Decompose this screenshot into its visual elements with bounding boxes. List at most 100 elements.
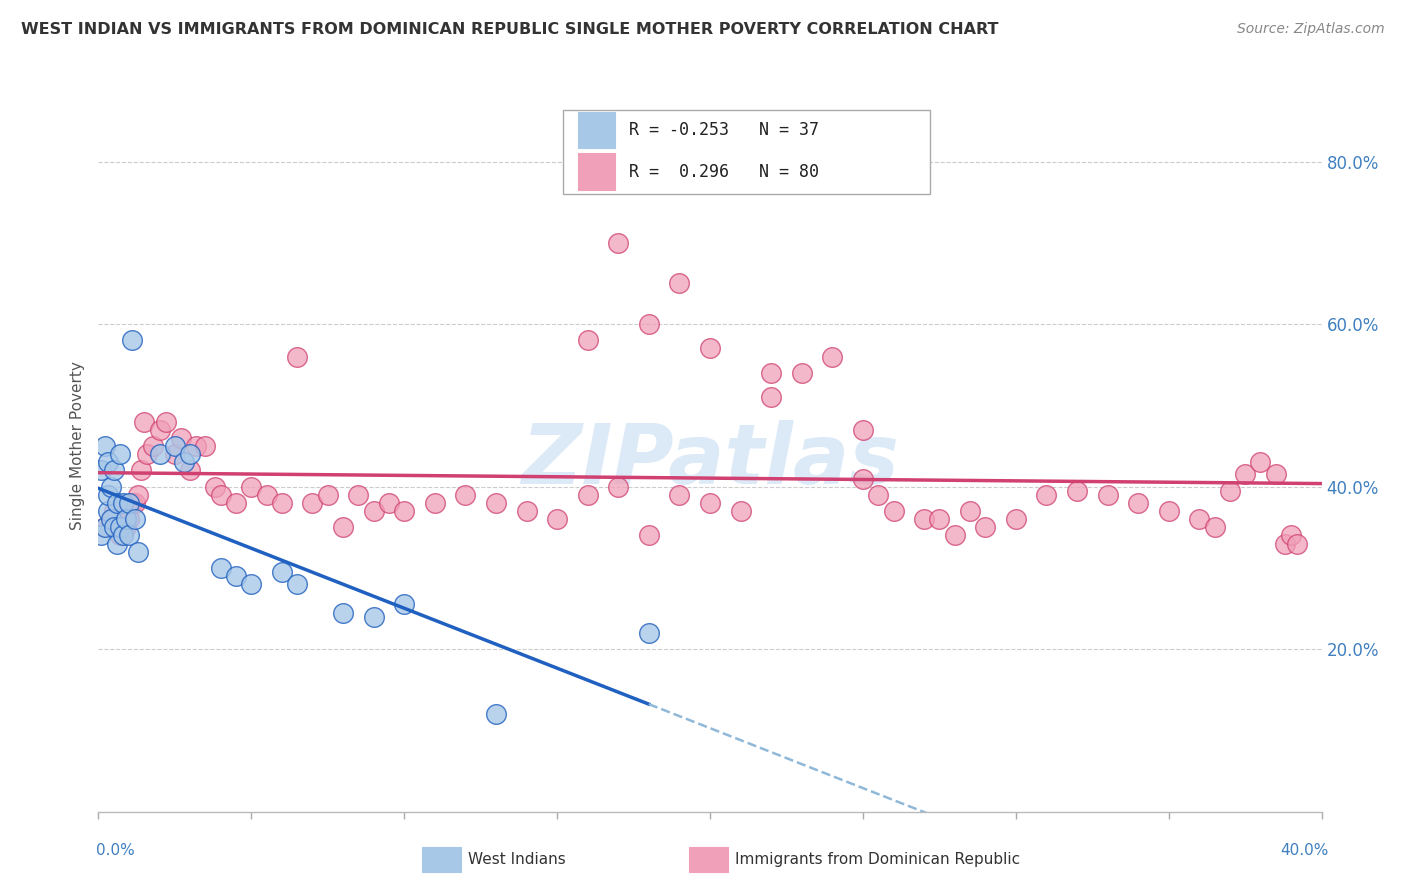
Point (108, 520, 131, 534)
Point (209, 561, 232, 575)
Point (225, 496, 247, 510)
Point (100, 512, 122, 526)
Point (118, 496, 141, 510)
Point (179, 447, 201, 461)
Point (868, 488, 890, 502)
Text: R =  0.296   N = 80: R = 0.296 N = 80 (630, 162, 820, 181)
Point (668, 488, 690, 502)
Point (316, 488, 339, 502)
Point (111, 512, 134, 526)
Point (454, 488, 477, 502)
Text: Immigrants from Dominican Republic: Immigrants from Dominican Republic (735, 853, 1021, 867)
Point (115, 512, 138, 526)
Point (155, 415, 177, 429)
Point (347, 488, 370, 502)
Point (127, 488, 149, 502)
Point (363, 609, 385, 624)
Point (392, 598, 416, 612)
Point (127, 544, 149, 558)
Point (1234, 467, 1257, 482)
Point (105, 536, 128, 550)
Point (179, 463, 201, 477)
Point (118, 512, 141, 526)
Point (270, 496, 292, 510)
Text: ZIPatlas: ZIPatlas (522, 420, 898, 501)
Point (1279, 528, 1302, 542)
Point (170, 431, 193, 445)
Point (93, 439, 115, 453)
Point (1249, 455, 1271, 469)
Point (93, 520, 115, 534)
Point (576, 334, 599, 348)
Point (730, 504, 752, 518)
Point (124, 512, 146, 526)
Point (105, 496, 128, 510)
Point (1204, 520, 1226, 534)
Point (852, 423, 875, 437)
Point (100, 480, 122, 494)
Point (173, 455, 195, 469)
Bar (578, 153, 614, 190)
Point (108, 528, 131, 542)
Point (134, 415, 156, 429)
Point (943, 528, 966, 542)
Point (301, 496, 323, 510)
Point (121, 496, 143, 510)
Point (240, 577, 263, 591)
Point (129, 463, 152, 477)
Point (225, 569, 247, 583)
Point (1274, 536, 1296, 550)
Point (103, 504, 125, 518)
Point (163, 439, 186, 453)
Point (485, 496, 508, 510)
Point (637, 317, 661, 331)
Point (759, 390, 782, 404)
Point (103, 520, 125, 534)
Bar (578, 112, 614, 148)
Text: 0.0%: 0.0% (96, 843, 135, 858)
Point (637, 528, 661, 542)
Point (90, 463, 112, 477)
Point (423, 496, 446, 510)
Text: 40.0%: 40.0% (1281, 843, 1329, 858)
Text: WEST INDIAN VS IMMIGRANTS FROM DOMINICAN REPUBLIC SINGLE MOTHER POVERTY CORRELAT: WEST INDIAN VS IMMIGRANTS FROM DOMINICAN… (21, 22, 998, 37)
Point (97, 504, 120, 518)
Point (516, 504, 538, 518)
Point (115, 520, 138, 534)
Point (209, 488, 232, 502)
Point (285, 350, 308, 364)
Point (111, 496, 134, 510)
Point (270, 565, 292, 579)
Point (105, 520, 128, 534)
Point (928, 512, 950, 526)
Point (821, 350, 844, 364)
Point (1035, 488, 1057, 502)
Point (90, 528, 112, 542)
Point (204, 480, 226, 494)
Point (883, 504, 905, 518)
Point (100, 512, 122, 526)
Point (97, 455, 120, 469)
Point (607, 235, 630, 250)
Point (699, 342, 721, 356)
Point (1066, 483, 1088, 498)
Point (699, 496, 721, 510)
Point (136, 447, 159, 461)
Point (108, 447, 131, 461)
Point (332, 520, 354, 534)
Point (118, 528, 141, 542)
Point (194, 439, 217, 453)
Point (186, 439, 208, 453)
Point (111, 528, 134, 542)
Point (149, 447, 172, 461)
Point (607, 480, 630, 494)
Point (668, 277, 690, 291)
Point (149, 423, 172, 437)
Point (256, 488, 278, 502)
Point (1188, 512, 1211, 526)
Point (637, 626, 661, 640)
Point (912, 512, 935, 526)
Point (285, 577, 308, 591)
Point (93, 520, 115, 534)
Point (97, 488, 120, 502)
